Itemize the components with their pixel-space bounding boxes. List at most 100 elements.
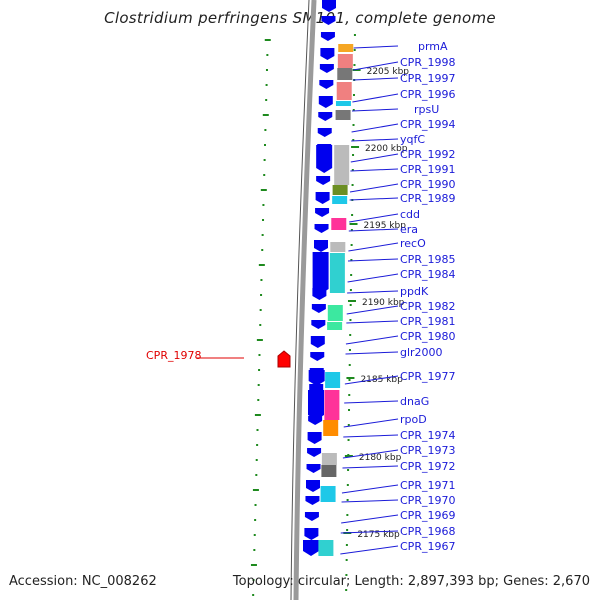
- gene-label-leader: [344, 375, 399, 385]
- gene-arrow: [311, 304, 326, 313]
- scale-label: 2190 kbp: [362, 298, 405, 308]
- cog-feature: [321, 465, 337, 477]
- tick-mark: [349, 334, 352, 336]
- gene-label-leader: [351, 123, 399, 133]
- tick-mark: [265, 84, 268, 86]
- gene-label-leader: [350, 153, 399, 163]
- cog-feature: [331, 218, 347, 230]
- tick-mark: [257, 384, 260, 386]
- gene-label-leader: [343, 434, 399, 438]
- gene-label: CPR_1968: [400, 525, 455, 538]
- gene-label: CPR_1991: [400, 163, 455, 176]
- cog-feature: [337, 68, 353, 80]
- tick-mark: [350, 274, 353, 276]
- gene-label: CPR_1982: [400, 300, 455, 313]
- gene-label: CPR_1981: [400, 315, 455, 328]
- cog-feature: [325, 372, 341, 388]
- genome-title: Clostridium perfringens SM101, complete …: [104, 9, 496, 27]
- tick-mark: [351, 214, 354, 216]
- gene-arrow: [304, 512, 319, 521]
- tick-mark: [258, 354, 261, 356]
- gene-label: CPR_1980: [400, 330, 455, 343]
- gene-arrow: [306, 480, 320, 492]
- tick-mark: [252, 489, 259, 491]
- scale-label: 2180 kbp: [359, 453, 402, 463]
- cog-feature: [332, 185, 348, 195]
- tick-mark: [348, 349, 351, 351]
- topology-summary: Topology: circular; Length: 2,897,393 bp…: [232, 574, 590, 589]
- accession-text: Accession: NC_008262: [9, 574, 157, 589]
- gene-label: yqfC: [400, 133, 425, 146]
- tick-mark: [352, 109, 355, 111]
- tick-mark: [258, 369, 261, 371]
- tick-mark: [255, 474, 258, 476]
- scale-label: 2205 kbp: [367, 67, 410, 77]
- tick-mark: [254, 414, 261, 416]
- gene-label: cdd: [400, 208, 420, 221]
- gene-label-leader: [349, 197, 399, 201]
- cog-feature: [321, 453, 337, 465]
- tick-mark: [346, 529, 349, 531]
- cog-feature: [335, 110, 351, 120]
- gene-label: CPR_1970: [400, 494, 455, 507]
- tick-mark: [258, 264, 265, 266]
- gene-label-leader: [342, 449, 399, 459]
- gene-label: CPR_1974: [400, 429, 455, 442]
- gene-label-leader: [353, 45, 399, 49]
- gene-arrow: [318, 112, 333, 121]
- tick-mark: [256, 429, 259, 431]
- cog-feature: [320, 486, 336, 502]
- tick-mark: [260, 189, 267, 191]
- gene-arrow: [303, 540, 319, 556]
- gene-arrow: [305, 496, 320, 505]
- tick-mark: [350, 259, 353, 261]
- tick-mark: [257, 399, 260, 401]
- gene-label: era: [400, 223, 418, 236]
- tick-mark: [261, 249, 264, 251]
- tick-mark: [348, 364, 351, 366]
- gene-arrow: [320, 48, 335, 60]
- tick-mark: [346, 514, 349, 516]
- gene-label-leader: [347, 273, 399, 283]
- gene-label-leader: [350, 168, 399, 172]
- cog-feature: [327, 322, 343, 330]
- gene-label: CPR_1972: [400, 460, 455, 473]
- tick-mark: [345, 559, 348, 561]
- scale-label: 2185 kbp: [360, 375, 403, 385]
- tick-mark: [347, 424, 350, 426]
- scale-label: 2195 kbp: [364, 221, 407, 231]
- gene-label: CPR_1969: [400, 509, 455, 522]
- tick-mark: [260, 294, 263, 296]
- gene-label: CPR_1985: [400, 253, 455, 266]
- cog-feature: [335, 101, 351, 106]
- gene-label-leader: [341, 484, 399, 494]
- tick-mark: [261, 234, 264, 236]
- gene-label-leader: [346, 320, 399, 324]
- gene-arrow: [315, 192, 330, 204]
- gene-arrow: [319, 80, 334, 89]
- gene-label: rpoD: [400, 413, 427, 426]
- gene-label-leader: [352, 77, 399, 81]
- cog-feature: [338, 44, 354, 52]
- tick-mark: [353, 49, 356, 51]
- gene-arrow: [318, 96, 333, 108]
- gene-label: CPR_1992: [400, 148, 455, 161]
- tick-mark: [350, 244, 353, 246]
- gene-arrow: [321, 16, 336, 25]
- tick-mark: [252, 594, 255, 596]
- gene-label-leader: [347, 290, 399, 294]
- gene-arrow: [310, 352, 325, 361]
- gene-label-leader: [343, 418, 399, 428]
- tick-mark: [263, 159, 266, 161]
- tick-mark: [255, 459, 258, 461]
- tick-mark: [264, 144, 266, 146]
- gene-arrow: [308, 370, 325, 386]
- tick-mark: [352, 124, 355, 126]
- tick-mark: [253, 549, 256, 551]
- tick-mark: [346, 499, 349, 501]
- tick-mark: [345, 544, 348, 546]
- cog-feature: [329, 253, 345, 293]
- highlighted-gene-label: CPR_1978: [146, 349, 201, 362]
- genome-backbone-edge: [290, 0, 310, 600]
